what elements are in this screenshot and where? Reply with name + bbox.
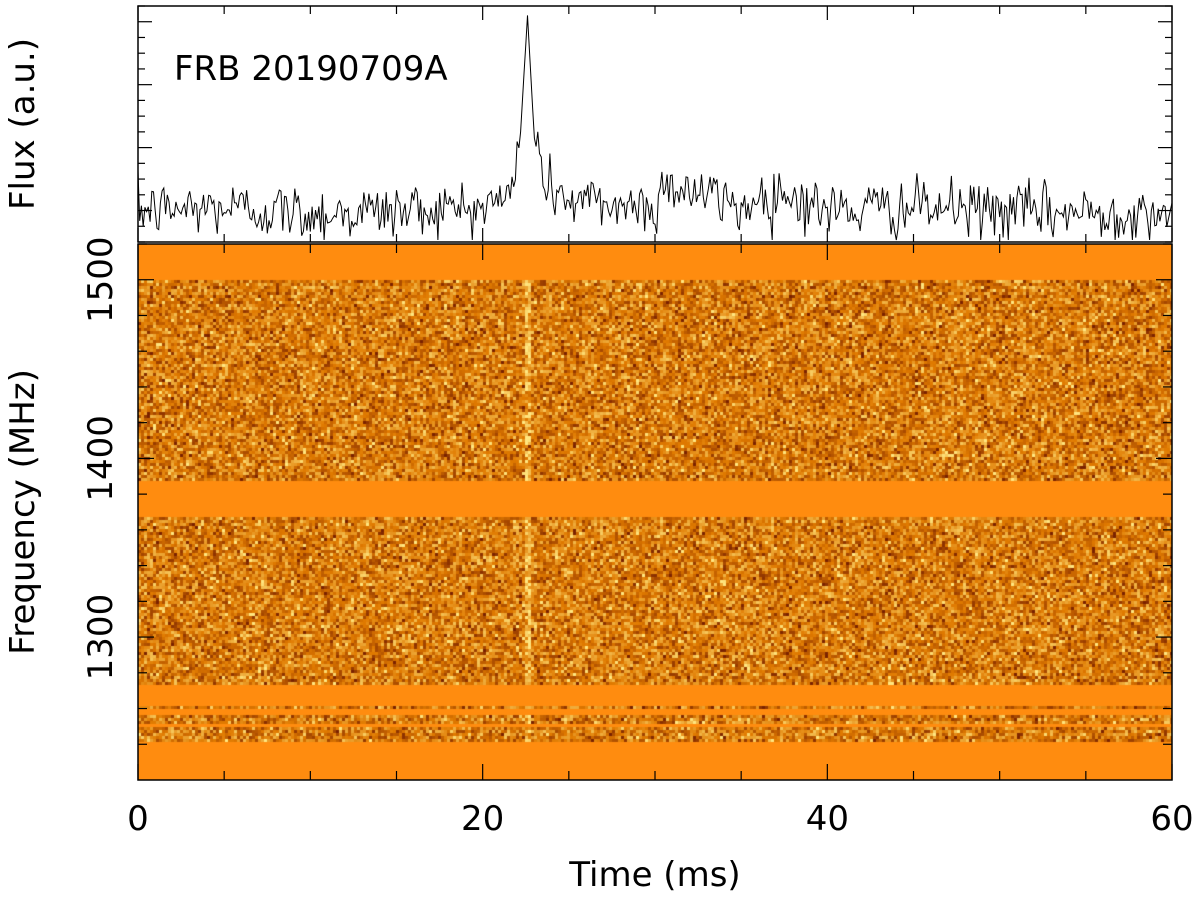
flux-panel-ticks: [137, 5, 1173, 243]
flux-panel: FRB 20190709A Flux (a.u.): [3, 5, 1173, 243]
flux-axis-label: Flux (a.u.): [3, 38, 43, 210]
flux-series-line: [137, 15, 1173, 241]
flux-panel-frame: [137, 5, 1173, 243]
dynamic-spectrum-heatmap: [138, 244, 1172, 780]
frb-annotation: FRB 20190709A: [174, 49, 448, 89]
